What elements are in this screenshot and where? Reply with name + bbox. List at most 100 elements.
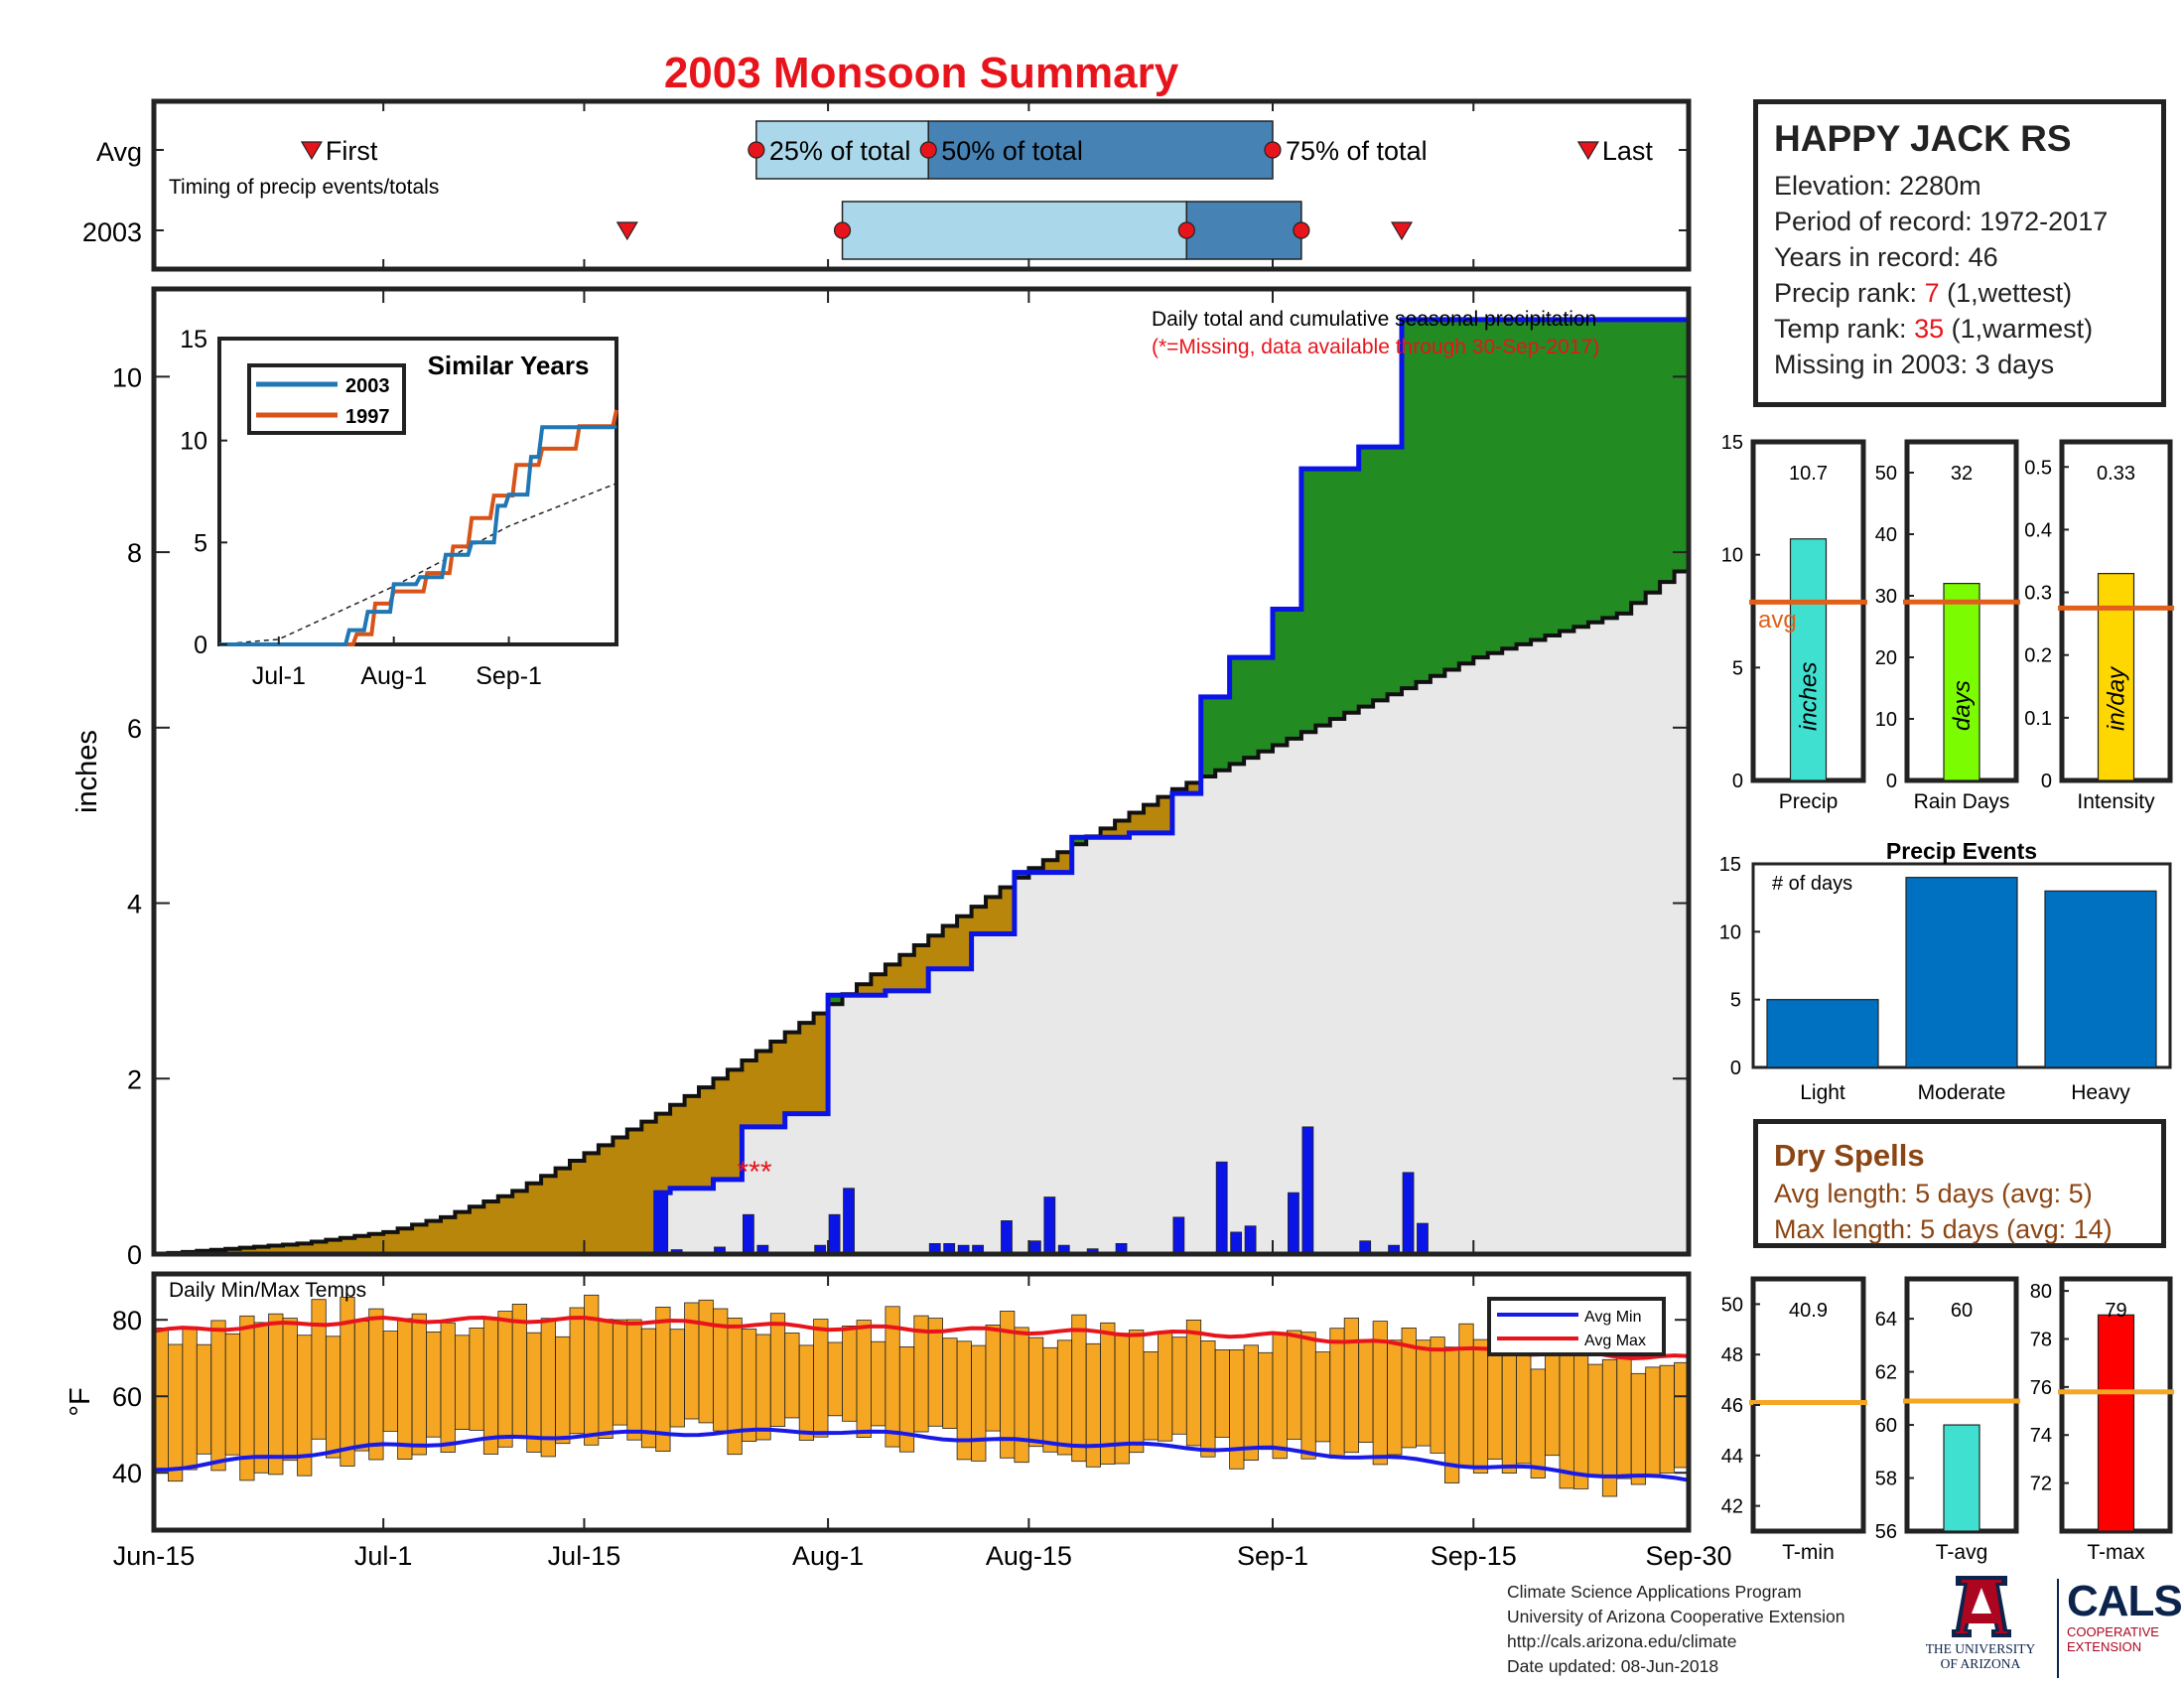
avg-cumulative-line <box>154 560 1691 1256</box>
temp-bar-99 <box>1573 1341 1589 1489</box>
surplus-day-100 <box>1587 319 1603 623</box>
tmax-label: T-max <box>2087 1541 2145 1564</box>
precip-ytick-label-0: 0 <box>1732 771 1743 792</box>
deficit-day-69 <box>1144 804 1159 833</box>
temp-bar-55 <box>942 1337 958 1429</box>
precip-ytick-label-2: 10 <box>1721 545 1743 567</box>
temp-bar-32 <box>613 1319 628 1426</box>
xtick-label-5: Sep-1 <box>1237 1541 1308 1571</box>
precip-ytick-label-3: 15 <box>1721 432 1743 454</box>
precip-events-ytick-label-2: 10 <box>1719 921 1741 943</box>
tavg-ytick-label-0: 56 <box>1875 1521 1897 1543</box>
credits-line-2: University of Arizona Cooperative Extens… <box>1507 1607 1845 1626</box>
raindays-label: Rain Days <box>1914 790 2010 813</box>
xtick-label-6: Sep-15 <box>1431 1541 1517 1571</box>
deficit-day-15 <box>368 1233 384 1254</box>
temp-bar-40 <box>727 1318 743 1456</box>
daily-precip-bar-22 <box>1288 1192 1299 1255</box>
daily-precip-bar-3 <box>742 1213 754 1255</box>
raindays-ytick-label-5: 50 <box>1875 463 1897 485</box>
tmax-bar <box>2097 1314 2135 1532</box>
deficit-day-20 <box>441 1216 456 1254</box>
deficit-day-59 <box>1000 887 1016 934</box>
credits-line-3[interactable]: http://cals.arizona.edu/climate <box>1507 1631 1737 1651</box>
temp-bar-82 <box>1329 1328 1345 1459</box>
timing-y-first-triangle <box>615 221 638 241</box>
figure-title: 2003 Monsoon Summary <box>664 49 1179 97</box>
tmax-ytick-label-2: 76 <box>2030 1377 2052 1399</box>
station-missing: Missing in 2003: 3 days <box>1774 350 2055 379</box>
timing-avg-box-50-75 <box>927 120 1274 180</box>
tavg-bar <box>1943 1424 1980 1532</box>
deficit-day-13 <box>340 1237 355 1254</box>
deficit-day-39 <box>713 1078 729 1180</box>
surplus-day-88 <box>1416 319 1432 682</box>
timing-avg-p75-marker <box>1264 141 1282 159</box>
tmin-ytick-label-2: 46 <box>1721 1395 1743 1417</box>
daily-precip-bar-6 <box>828 1213 841 1255</box>
temp-bar-16 <box>382 1331 399 1432</box>
temp-bar-38 <box>698 1299 714 1424</box>
precip-ytick-label-1: 5 <box>1732 657 1743 679</box>
surplus-day-96 <box>1531 319 1547 640</box>
precip-events-note: # of days <box>1772 873 1852 895</box>
xtick-label-2: Jul-15 <box>548 1541 621 1571</box>
temp-bar-11 <box>311 1299 327 1440</box>
surplus-day-104 <box>1645 319 1661 593</box>
temp-bar-74 <box>1214 1349 1230 1438</box>
temp-bar-5 <box>224 1333 240 1456</box>
avg-max-temp-line <box>153 1315 1690 1361</box>
surplus-day-95 <box>1516 319 1532 644</box>
surplus-day-84 <box>1358 447 1374 707</box>
intensity-ytick-label-4: 0.4 <box>2024 519 2052 541</box>
temp-bar-62 <box>1042 1346 1058 1453</box>
xtick-label-3: Aug-1 <box>792 1541 864 1571</box>
deficit-day-51 <box>885 964 900 991</box>
temp-bar-70 <box>1158 1331 1173 1442</box>
temp-bar-86 <box>1387 1339 1403 1456</box>
deficit-day-53 <box>913 945 929 991</box>
timing-y-last-triangle <box>1390 221 1414 241</box>
precip-events-bar-heavy <box>2044 890 2157 1068</box>
surplus-day-103 <box>1631 319 1647 604</box>
surplus-day-94 <box>1502 319 1518 649</box>
temp-bar-7 <box>253 1322 269 1474</box>
temp-bar-9 <box>282 1318 298 1462</box>
deficit-day-31 <box>598 1145 614 1254</box>
deficit-day-36 <box>670 1104 686 1189</box>
surplus-day-85 <box>1373 447 1389 701</box>
surplus-day-60 <box>1014 872 1029 878</box>
temp-ytick-label-2: 80 <box>112 1306 142 1336</box>
surplus-day-101 <box>1602 319 1618 619</box>
timing-y-box-50-75 <box>1185 201 1302 260</box>
surplus-day-90 <box>1444 319 1460 670</box>
deficit-day-68 <box>1129 812 1145 833</box>
temp-bar-31 <box>598 1319 614 1439</box>
ua-logo-line-1: THE UNIVERSITY <box>1925 1641 2036 1656</box>
temp-bar-54 <box>927 1318 944 1427</box>
precip-events-ytick-label-1: 5 <box>1730 990 1741 1012</box>
dry-spells-title: Dry Spells <box>1774 1138 1925 1173</box>
surplus-day-78 <box>1273 609 1288 746</box>
temp-bar-80 <box>1300 1332 1316 1460</box>
raindays-bar <box>1943 582 1980 781</box>
deficit-day-35 <box>655 1113 671 1194</box>
precip-events-title: Precip Events <box>1886 838 2037 864</box>
ua-logo-line-2: OF ARIZONA <box>1940 1656 2021 1671</box>
temp-bar-72 <box>1185 1320 1202 1447</box>
temp-bar-94 <box>1501 1346 1517 1474</box>
temp-bar-36 <box>669 1329 685 1428</box>
surplus-day-92 <box>1473 319 1489 658</box>
station-name: HAPPY JACK RS <box>1774 118 2072 159</box>
arizona-a-icon <box>1952 1576 2011 1637</box>
intensity-label: Intensity <box>2077 790 2155 813</box>
deficit-day-37 <box>684 1095 700 1189</box>
deficit-day-16 <box>383 1231 399 1254</box>
cals-logo-text: CALS <box>2067 1577 2183 1625</box>
raindays-ytick-label-0: 0 <box>1886 771 1897 792</box>
tmax-value: 79 <box>2105 1300 2126 1322</box>
timing-first-label: First <box>326 136 378 166</box>
surplus-day-76 <box>1244 657 1260 759</box>
deficit-day-8 <box>268 1245 284 1254</box>
main-ylabel: inches <box>71 730 103 813</box>
